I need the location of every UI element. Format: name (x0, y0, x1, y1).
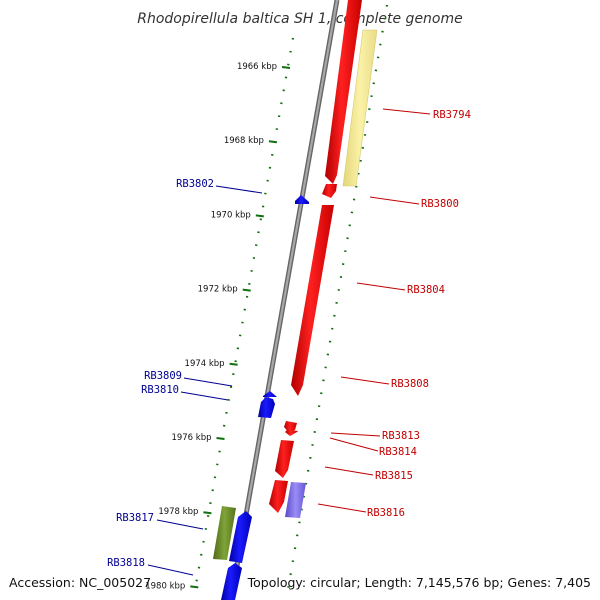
gene-rb3813 (284, 421, 297, 433)
scale-tick-mark (255, 214, 264, 218)
gene-rb3800 (322, 184, 337, 198)
gene-rb3802 (295, 195, 309, 204)
gene-rb3815 (275, 440, 294, 478)
scale-tick-mark (268, 140, 278, 144)
gene-label: RB3810 (141, 384, 179, 396)
forward-genes (269, 0, 362, 513)
footer: Accession: NC_005027 Topology: circular;… (9, 575, 591, 590)
gene-label: RB3808 (391, 378, 429, 390)
gene-label: RB3814 (379, 446, 417, 458)
green-feature (213, 506, 236, 560)
yellow-feature (342, 29, 378, 187)
gene-label: RB3816 (367, 507, 405, 519)
gene-rb3809 (263, 391, 277, 397)
scale-tick-label: 1976 kbp (171, 433, 211, 443)
gene-rb3818-b (221, 563, 242, 600)
gene-label: RB3802 (176, 178, 214, 190)
scale-tick-mark (242, 288, 251, 292)
gene-label: RB3817 (116, 512, 154, 524)
scale-tick-mark (203, 511, 212, 515)
scale-tick-mark (281, 66, 291, 69)
accession-text: Accession: NC_005027 (9, 575, 151, 590)
purple-feature (285, 482, 306, 518)
left-gene-labels: RB3802 RB3809 RB3810 RB3817 RB3818 (107, 178, 214, 569)
gene-label: RB3794 (433, 109, 471, 121)
scale-tick-label: 1978 kbp (158, 507, 198, 517)
scale-tick-label: 1968 kbp (224, 136, 264, 146)
scale-tick-label: 1980 kbp (145, 581, 185, 591)
scale-tick-mark (229, 362, 238, 366)
scale-tick-mark (190, 585, 199, 589)
gene-label: RB3818 (107, 557, 145, 569)
genome-backbone (228, 0, 340, 600)
gene-label: RB3804 (407, 284, 445, 296)
gene-rb3818-a (229, 511, 252, 563)
scale-tick-label: 1970 kbp (211, 210, 251, 220)
scale-ticks: 1966 kbp 1968 kbp 1970 kbp 1972 kbp 1974 kbp… (145, 62, 291, 591)
right-gene-labels: RB3794 RB3800 RB3804 RB3808 RB3813 RB381… (367, 109, 471, 519)
scale-tick-label: 1974 kbp (185, 359, 225, 369)
reverse-genes (221, 195, 309, 600)
gene-rb3810 (258, 397, 275, 418)
gene-rb3794 (325, 0, 362, 184)
scale-tick-label: 1972 kbp (198, 285, 238, 295)
gene-label: RB3809 (144, 370, 182, 382)
callout-lines (147, 108, 431, 576)
gene-label: RB3815 (375, 470, 413, 482)
topology-text: Topology: circular; Length: 7,145,576 bp… (247, 575, 591, 590)
gene-label: RB3813 (382, 430, 420, 442)
gene-rb3804 (291, 205, 334, 396)
gene-rb3814 (285, 430, 298, 436)
gene-rb3808 (269, 480, 288, 513)
scale-tick-mark (216, 437, 225, 440)
gene-label: RB3800 (421, 198, 459, 210)
scale-tick-label: 1966 kbp (237, 62, 277, 72)
map-title: Rhodopirellula baltica SH 1, complete ge… (137, 11, 463, 27)
